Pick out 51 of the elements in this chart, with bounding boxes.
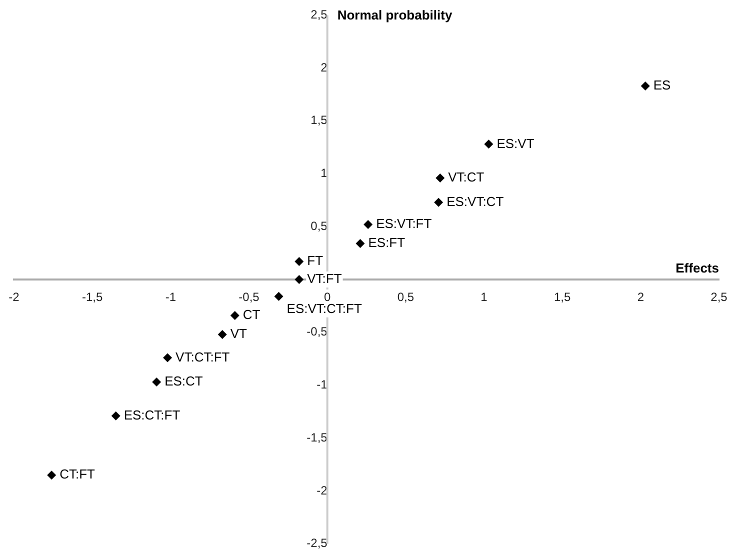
y-tick-label: -1 bbox=[316, 378, 328, 392]
annotation: ES:VT bbox=[496, 136, 534, 151]
y-tick-label: 0,5 bbox=[310, 218, 328, 233]
y-tick-label: 1,5 bbox=[310, 113, 328, 128]
annotation: ES:VT:CT bbox=[446, 194, 504, 209]
x-tick-label: -0,5 bbox=[238, 290, 260, 304]
x-axis-title: Effects bbox=[676, 260, 719, 276]
y-tick-label: -2,5 bbox=[306, 536, 328, 550]
point bbox=[356, 239, 365, 248]
point bbox=[640, 82, 650, 91]
annotation: VT bbox=[230, 326, 248, 342]
y-tick-label: 2,5 bbox=[310, 8, 328, 22]
point bbox=[152, 378, 162, 387]
point bbox=[274, 292, 284, 301]
y-tick-label: 2 bbox=[320, 60, 328, 74]
point bbox=[294, 257, 304, 266]
annotation: VT:FT bbox=[307, 271, 342, 286]
point bbox=[364, 220, 373, 230]
x-tick-label: 2,5 bbox=[710, 290, 728, 304]
point bbox=[218, 330, 227, 339]
point bbox=[436, 174, 445, 183]
annotation: ES:FT bbox=[368, 235, 406, 250]
x-tick-label: 1,5 bbox=[554, 290, 571, 304]
y-tick-label: -2 bbox=[316, 483, 328, 498]
annotation: ES:CT:FT bbox=[124, 407, 180, 422]
point bbox=[47, 470, 56, 480]
y-tick-label: -1,5 bbox=[306, 430, 328, 444]
x-tick-label: -1 bbox=[165, 290, 176, 304]
x-tick-label: 0,5 bbox=[397, 290, 414, 304]
annotation: ES bbox=[653, 78, 672, 93]
annotation: VT:CT:FT bbox=[176, 349, 230, 364]
annotation: ES:VT:FT bbox=[376, 216, 432, 232]
y-axis-title: Normal probability bbox=[337, 7, 453, 22]
annotation: ES:CT bbox=[164, 374, 203, 389]
point bbox=[111, 411, 120, 420]
x-tick-label: -2 bbox=[8, 290, 20, 304]
annotation: ES:VT:CT:FT bbox=[286, 300, 362, 316]
point bbox=[294, 275, 304, 284]
point bbox=[434, 198, 444, 207]
y-tick-label: 1 bbox=[320, 166, 328, 180]
y-tick-label: -0,5 bbox=[306, 324, 328, 339]
annotation: CT:FT bbox=[60, 466, 96, 482]
point bbox=[484, 140, 494, 149]
annotation: FT bbox=[307, 253, 324, 268]
annotation: CT bbox=[242, 307, 260, 322]
annotation: VT:CT bbox=[448, 170, 484, 185]
point bbox=[230, 310, 240, 320]
x-tick-label: 2 bbox=[637, 290, 644, 304]
point bbox=[163, 353, 172, 362]
x-tick-label: -1,5 bbox=[82, 290, 103, 304]
x-tick-label: 1 bbox=[480, 290, 488, 304]
